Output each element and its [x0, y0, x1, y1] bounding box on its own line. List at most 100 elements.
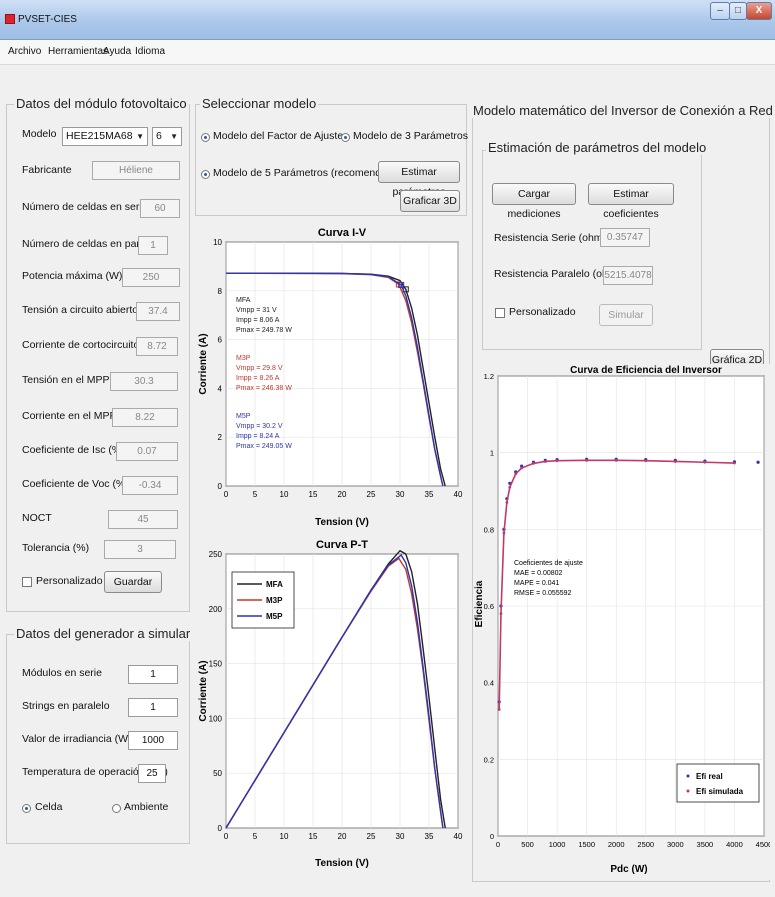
eff-sim-point	[508, 485, 512, 489]
y-tick-label: 0	[218, 482, 223, 491]
close-button[interactable]: X	[746, 2, 772, 20]
module-field-value[interactable]: 45	[108, 510, 178, 529]
estimar-parametros-button[interactable]: Estimar parámetros	[378, 161, 460, 198]
module-field-value[interactable]: 30.3	[110, 372, 178, 391]
module-field-value[interactable]: 60	[140, 199, 180, 218]
modelo-select[interactable]: HEE215MA68 ▼	[62, 127, 148, 146]
module-field-value[interactable]: 8.72	[136, 337, 178, 356]
module-group-title: Datos del módulo fotovoltaico	[14, 96, 189, 111]
eff-sim-point	[585, 458, 589, 462]
iv-xlabel: Tension (V)	[315, 517, 369, 528]
eff-sim-point	[555, 459, 559, 463]
fabricante-label: Fabricante	[22, 164, 72, 176]
rs-field[interactable]: 0.35747	[600, 228, 650, 247]
maximize-button[interactable]: □	[729, 2, 747, 20]
y-tick-label: 6	[218, 336, 223, 345]
ann-m3p-0: M3P	[236, 355, 251, 362]
y-tick-label: 0.4	[484, 679, 494, 688]
generator-field-label: Valor de irradiancia (W/m2)	[22, 733, 150, 745]
guardar-button[interactable]: Guardar	[104, 571, 162, 593]
pt-legend: MFA M3P M5P	[231, 571, 295, 629]
ann-m5p-1: Vmpp = 30.2 V	[236, 423, 283, 430]
y-tick-label: 200	[209, 605, 223, 614]
eff-gridlines	[497, 375, 765, 837]
generator-field-value[interactable]: 1	[128, 698, 178, 717]
chevron-down-icon: ▼	[136, 132, 144, 141]
ann-mfa-1: Vmpp = 31 V	[236, 307, 277, 314]
pt-chart: 0 5 10 15 20 25 30 35 40 0 50 100 150 200 250 Curva P-…	[196, 536, 468, 876]
menu-bar: Archivo Herramientas Ayuda Idioma	[0, 40, 775, 65]
factor-ajuste-radio[interactable]	[201, 133, 210, 142]
inv-personalizado-checkbox[interactable]	[495, 308, 505, 318]
generator-field-value[interactable]: 1	[128, 665, 178, 684]
y-tick-label: 0.6	[484, 602, 494, 611]
simular-button[interactable]: Simular	[599, 304, 653, 326]
celda-radio[interactable]	[22, 804, 31, 813]
personalizado-label: Personalizado	[36, 575, 103, 587]
menu-ayuda[interactable]: Ayuda	[103, 46, 132, 57]
fabricante-field[interactable]: Héliene	[92, 161, 180, 180]
module-field-value[interactable]: 1	[138, 236, 168, 255]
x-tick-label: 4000	[726, 840, 743, 849]
estimar-coeficientes-button[interactable]: Estimar coeficientes	[588, 183, 674, 220]
x-tick-label: 5	[253, 490, 258, 499]
module-field-value[interactable]: 8.22	[112, 408, 178, 427]
graficar-3d-button[interactable]: Graficar 3D	[400, 190, 460, 212]
pt-legend-mfa: MFA	[266, 580, 283, 589]
y-tick-label: 50	[213, 769, 222, 778]
module-field-value[interactable]: 0.07	[116, 442, 178, 461]
cargar-mediciones-button[interactable]: Cargar mediciones	[492, 183, 576, 220]
pt-ylabel: Corriente (A)	[198, 660, 209, 721]
iv-tick-labels: 0 5 10 15 20 25 30 35 40 0 2 4 6 8 10	[213, 238, 463, 499]
y-tick-label: 100	[209, 714, 223, 723]
menu-herramientas[interactable]: Herramientas	[48, 46, 109, 57]
modelo-5p-radio[interactable]	[201, 170, 210, 179]
module-field-label: Número de celdas en serie	[22, 201, 148, 213]
module-panel	[6, 104, 190, 612]
generator-field-value[interactable]: 25	[138, 764, 166, 783]
estimation-panel	[482, 150, 702, 350]
generator-field-value[interactable]: 1000	[128, 731, 178, 750]
pt-gridlines	[225, 553, 459, 829]
y-tick-label: 150	[209, 660, 223, 669]
chevron-down-icon: ▼	[170, 132, 178, 141]
eff-sim-point	[673, 460, 677, 463]
eff-xlabel: Pdc (W)	[610, 864, 647, 875]
generator-field-label: Temperatura de operación (oC)	[22, 766, 168, 778]
ambiente-radio[interactable]	[112, 804, 121, 813]
module-field-value[interactable]: 3	[104, 540, 176, 559]
eff-sim-point	[532, 462, 535, 465]
eff-sim-point	[614, 458, 618, 462]
pt-title: Curva P-T	[316, 539, 368, 551]
module-field-label: Tolerancia (%)	[22, 542, 90, 554]
eff-sim-point	[497, 708, 501, 711]
x-tick-label: 1500	[578, 840, 595, 849]
minimize-button[interactable]: –	[710, 2, 730, 20]
module-field-label: Número de celdas en paralelo	[22, 238, 163, 250]
x-tick-label: 30	[396, 832, 405, 841]
model-select-panel	[195, 104, 467, 216]
generator-group-title: Datos del generador a simular	[14, 626, 193, 641]
eff-sim-point	[505, 501, 509, 504]
x-tick-label: 30	[396, 490, 405, 499]
y-tick-label: 1	[490, 449, 494, 458]
module-field-value[interactable]: 250	[122, 268, 180, 287]
eff-legend-marker-real	[686, 774, 690, 778]
eff-coef-3: RMSE = 0.055592	[514, 590, 572, 597]
eff-legend-real: Efi real	[696, 772, 723, 781]
modelo-sub-select[interactable]: 6 ▼	[152, 127, 182, 146]
x-tick-label: 0	[224, 490, 229, 499]
module-field-value[interactable]: -0.34	[122, 476, 178, 495]
eff-coef-1: MAE = 0.00802	[514, 570, 563, 577]
menu-idioma[interactable]: Idioma	[135, 46, 166, 57]
personalizado-checkbox[interactable]	[22, 577, 32, 587]
modelo-3p-radio[interactable]	[341, 133, 350, 142]
y-tick-label: 1.2	[484, 372, 494, 381]
x-tick-label: 0	[224, 832, 229, 841]
menu-archivo[interactable]: Archivo	[8, 46, 42, 57]
ann-mfa-0: MFA	[236, 297, 251, 304]
rp-field[interactable]: 5215.4078	[603, 266, 653, 285]
module-field-value[interactable]: 37.4	[136, 302, 180, 321]
ann-m5p-2: Impp = 8.24 A	[236, 433, 280, 440]
